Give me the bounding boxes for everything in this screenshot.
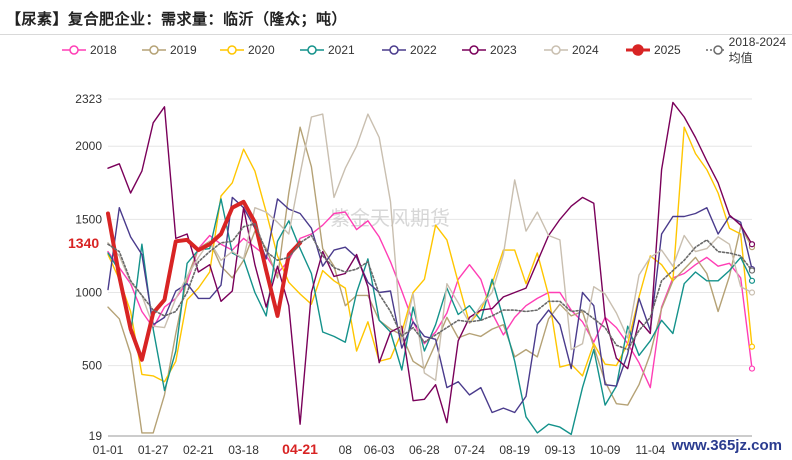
legend-swatch-marker [469, 45, 479, 55]
series-line-2020 [107, 126, 753, 383]
legend-item-2018-2024均值[interactable]: 2018-2024均值 [706, 35, 792, 65]
legend-swatch-2021 [300, 45, 324, 55]
legend-swatch-2020 [220, 45, 244, 55]
x-tick-label-5: 08 [339, 443, 353, 457]
legend-label: 2022 [410, 43, 437, 57]
series-line-2019 [107, 126, 753, 434]
x-tick-label-9: 08-19 [499, 443, 530, 457]
x-tick-label-11: 10-09 [590, 443, 621, 457]
legend-swatch-marker [632, 44, 644, 56]
legend-item-2025[interactable]: 2025 [626, 40, 681, 60]
x-tick-label-12: 11-04 [635, 443, 665, 457]
legend-label: 2021 [328, 43, 355, 57]
series-line-2022 [107, 196, 753, 414]
legend-swatch-2023 [462, 45, 486, 55]
site-watermark: www.365jz.com [671, 437, 782, 454]
series-line-2025 [106, 199, 303, 362]
legend-swatch-2024 [544, 45, 568, 55]
legend-item-2021[interactable]: 2021 [300, 40, 355, 60]
y-tick-label-2: 1000 [75, 286, 102, 300]
x-tick-label-10: 09-13 [545, 443, 576, 457]
y-tick-label-5: 2323 [75, 92, 102, 106]
title-divider [0, 34, 792, 35]
series-end-marker-2018-2024均值 [748, 267, 756, 274]
x-tick-label-7: 06-28 [409, 443, 440, 457]
x-tick-label-1: 01-27 [138, 443, 169, 457]
series-line-2023 [107, 101, 753, 425]
legend-swatch-2018 [62, 45, 86, 55]
legend-swatch-marker [149, 45, 159, 55]
legend-swatch-marker [713, 45, 723, 55]
legend-swatch-2022 [382, 45, 406, 55]
legend-item-2019[interactable]: 2019 [142, 40, 197, 60]
legend-label: 2023 [490, 43, 517, 57]
legend-swatch-2018-2024均值 [706, 45, 725, 55]
chart-title: 【尿素】复合肥企业：需求量：临沂（隆众；吨） [6, 10, 348, 28]
legend-swatch-marker [227, 45, 237, 55]
legend-swatch-2025 [626, 44, 650, 56]
legend-item-2020[interactable]: 2020 [220, 40, 275, 60]
legend-label: 2018 [90, 43, 117, 57]
legend-item-2023[interactable]: 2023 [462, 40, 517, 60]
legend-label: 2024 [572, 43, 599, 57]
legend-label: 2025 [654, 43, 681, 57]
x-tick-label-4: 04-21 [282, 441, 318, 457]
series-line-2018-2024均值 [107, 223, 753, 351]
legend-label: 2020 [248, 43, 275, 57]
series-line-2021 [107, 198, 753, 436]
y-tick-label-1: 500 [82, 359, 102, 373]
y-tick-label-4: 2000 [75, 139, 102, 153]
y-tick-label-3: 1500 [75, 212, 102, 226]
y-tick-label-0: 19 [89, 429, 103, 443]
series-end-marker-2018 [748, 365, 756, 372]
latest-value-label: 1340 [68, 235, 99, 251]
legend-item-2024[interactable]: 2024 [544, 40, 599, 60]
legend-swatch-marker [307, 45, 317, 55]
legend-item-2018[interactable]: 2018 [62, 40, 117, 60]
series-end-marker-2024 [748, 289, 756, 296]
x-tick-label-0: 01-01 [93, 443, 124, 457]
legend-item-2022[interactable]: 2022 [382, 40, 437, 60]
legend-label: 2019 [170, 43, 197, 57]
brand-watermark: 紫金天风期货 [330, 206, 450, 230]
legend-swatch-marker [551, 45, 561, 55]
x-tick-label-8: 07-24 [454, 443, 485, 457]
x-tick-label-3: 03-18 [228, 443, 259, 457]
legend-label: 2018-2024均值 [728, 34, 787, 65]
series-end-marker-2020 [748, 343, 756, 350]
chart-legend: 2018 2019 2020 2021 2022 2023 2024 2025 2018-202… [0, 35, 792, 65]
legend-swatch-2019 [142, 45, 166, 55]
legend-swatch-marker [69, 45, 79, 55]
series-end-marker-2023 [748, 241, 756, 248]
series-line-2024 [107, 113, 753, 381]
x-tick-label-2: 02-21 [183, 443, 214, 457]
x-tick-label-6: 06-03 [364, 443, 395, 457]
series-end-marker-2021 [748, 277, 756, 284]
legend-swatch-marker [389, 45, 399, 55]
